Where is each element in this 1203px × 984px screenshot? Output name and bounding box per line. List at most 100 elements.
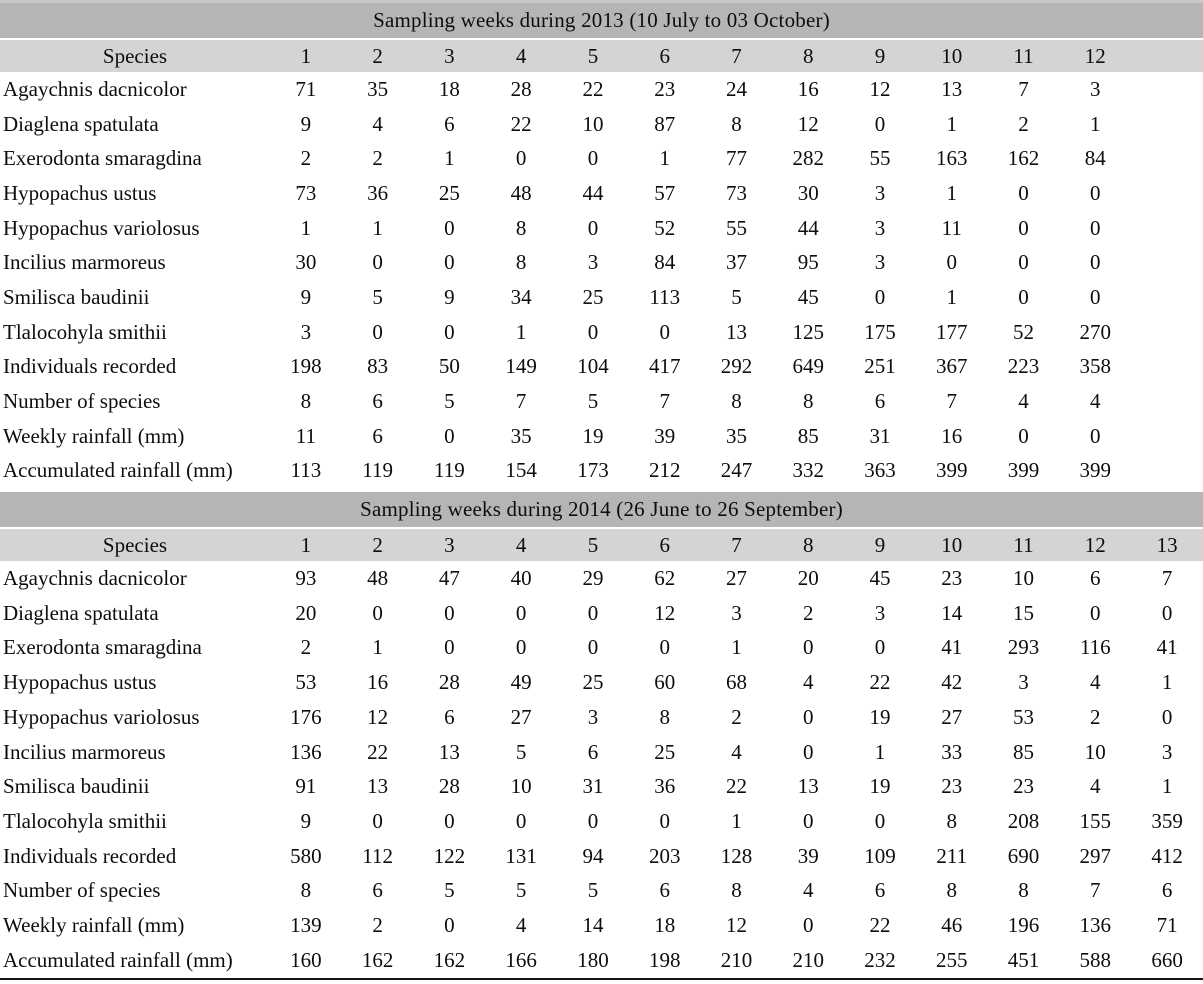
value-cell: 0 xyxy=(1090,215,1101,240)
value-cell: 13 xyxy=(797,774,819,799)
value-cell: 41 xyxy=(1156,635,1178,660)
value-cell: 212 xyxy=(648,458,681,483)
table-row: Tlalocohyla smithii 3 0 0 1 0 0 13 125 175 177 52 27… xyxy=(0,314,1203,350)
value-cell: 18 xyxy=(438,76,460,101)
row-label: Weekly rainfall (mm) xyxy=(3,912,185,937)
week-number-header: 8 xyxy=(802,43,814,68)
value-cell: 223 xyxy=(1007,354,1040,379)
value-cell xyxy=(1131,107,1203,142)
table-row: Number of species 8 6 5 7 5 7 8 8 6 7 4 4 xyxy=(0,384,1203,419)
value-cell: 71 xyxy=(295,76,317,101)
value-cell: 9 xyxy=(300,284,312,309)
value-cell: 0 xyxy=(1090,284,1101,309)
value-cell: 6 xyxy=(372,878,383,903)
value-cell: 15 xyxy=(1013,600,1035,625)
table-row: Individuals recorded 580 112 122 131 94 203 128… xyxy=(0,838,1203,874)
value-cell xyxy=(1131,419,1203,454)
value-cell: 0 xyxy=(659,808,670,833)
table-bottom-border xyxy=(0,977,1203,980)
value-cell: 46 xyxy=(941,912,963,937)
value-cell: 23 xyxy=(654,76,676,101)
value-cell: 95 xyxy=(797,250,819,275)
week-number-header: 12 xyxy=(1084,532,1106,557)
value-cell: 13 xyxy=(438,739,460,764)
value-cell: 5 xyxy=(587,878,599,903)
value-cell: 232 xyxy=(864,947,896,972)
value-cell: 173 xyxy=(577,458,609,483)
value-cell: 22 xyxy=(582,76,604,101)
value-cell: 8 xyxy=(300,389,312,414)
value-cell: 22 xyxy=(510,111,532,136)
value-cell: 2 xyxy=(372,912,383,937)
value-cell: 77 xyxy=(725,146,747,171)
table-row: Hypopachus ustus 53 16 28 49 25 60 68 4 22 42 3 4 1 xyxy=(0,665,1203,700)
value-cell: 3 xyxy=(874,215,886,240)
value-cell: 175 xyxy=(864,319,896,344)
value-cell: 136 xyxy=(290,739,322,764)
value-cell: 1 xyxy=(946,284,958,309)
value-cell: 367 xyxy=(936,354,968,379)
value-cell: 7 xyxy=(1090,878,1101,903)
value-cell: 4 xyxy=(515,912,527,937)
value-cell: 20 xyxy=(295,600,317,625)
value-cell: 5 xyxy=(515,878,527,903)
row-label: Hypopachus variolosus xyxy=(3,704,200,729)
value-cell: 57 xyxy=(654,180,676,205)
row-label: Incilius marmoreus xyxy=(3,250,166,275)
value-cell: 0 xyxy=(874,808,886,833)
value-cell: 649 xyxy=(792,354,824,379)
week-number-header: 4 xyxy=(515,43,527,68)
value-cell: 83 xyxy=(367,354,389,379)
week-number-header: 1 xyxy=(300,532,312,557)
value-cell: 71 xyxy=(1156,912,1178,937)
table-row: Accumulated rainfall (mm) 113 119 119 154 173… xyxy=(0,453,1203,489)
value-cell: 1 xyxy=(946,111,958,136)
value-cell: 0 xyxy=(515,146,527,171)
value-cell: 198 xyxy=(290,354,322,379)
value-cell: 0 xyxy=(444,250,455,275)
value-cell: 35 xyxy=(367,76,389,101)
value-cell: 399 xyxy=(936,458,968,483)
value-cell: 1 xyxy=(731,635,742,660)
row-label: Hypopachus ustus xyxy=(3,180,157,205)
value-cell: 0 xyxy=(444,423,455,448)
value-cell: 0 xyxy=(444,319,455,344)
value-cell: 211 xyxy=(936,843,968,868)
value-cell: 7 xyxy=(1018,76,1029,101)
value-cell: 162 xyxy=(361,947,394,972)
value-cell: 282 xyxy=(792,146,824,171)
value-cell: 0 xyxy=(802,808,814,833)
value-cell: 0 xyxy=(874,111,886,136)
value-cell: 1 xyxy=(659,146,670,171)
value-cell: 36 xyxy=(367,180,389,205)
value-cell: 0 xyxy=(1018,180,1029,205)
value-cell: 155 xyxy=(1079,808,1112,833)
value-cell: 85 xyxy=(1013,739,1035,764)
value-cell: 39 xyxy=(797,843,819,868)
row-label: Diaglena spatulata xyxy=(3,111,159,136)
value-cell: 48 xyxy=(510,180,532,205)
page-top-strip xyxy=(0,0,1203,3)
value-cell xyxy=(1131,315,1203,350)
value-cell: 1 xyxy=(874,739,886,764)
value-cell: 34 xyxy=(510,284,532,309)
row-label: Tlalocohyla smithii xyxy=(3,319,167,344)
value-cell: 10 xyxy=(1084,739,1106,764)
value-cell: 0 xyxy=(1090,250,1101,275)
value-cell: 0 xyxy=(1018,423,1029,448)
value-cell: 6 xyxy=(1161,878,1173,903)
table-row: Weekly rainfall (mm) 139 2 0 4 14 18 12 0 22 46 196… xyxy=(0,908,1203,943)
table-row: Smilisca baudinii 91 13 28 10 31 36 22 13 19 23 23 4… xyxy=(0,769,1203,805)
value-cell: 166 xyxy=(505,947,537,972)
table-row: Accumulated rainfall (mm) 160 162 162 166 180… xyxy=(0,942,1203,978)
table-divider-gap xyxy=(0,488,1203,493)
value-cell: 255 xyxy=(936,947,968,972)
row-label: Exerodonta smaragdina xyxy=(3,635,202,660)
value-cell: 2 xyxy=(372,146,383,171)
value-cell: 4 xyxy=(1090,389,1101,414)
value-cell: 48 xyxy=(367,566,389,591)
value-cell: 31 xyxy=(582,774,604,799)
value-cell: 44 xyxy=(582,180,604,205)
week-number-header: 9 xyxy=(874,532,886,557)
value-cell: 0 xyxy=(1161,704,1173,729)
